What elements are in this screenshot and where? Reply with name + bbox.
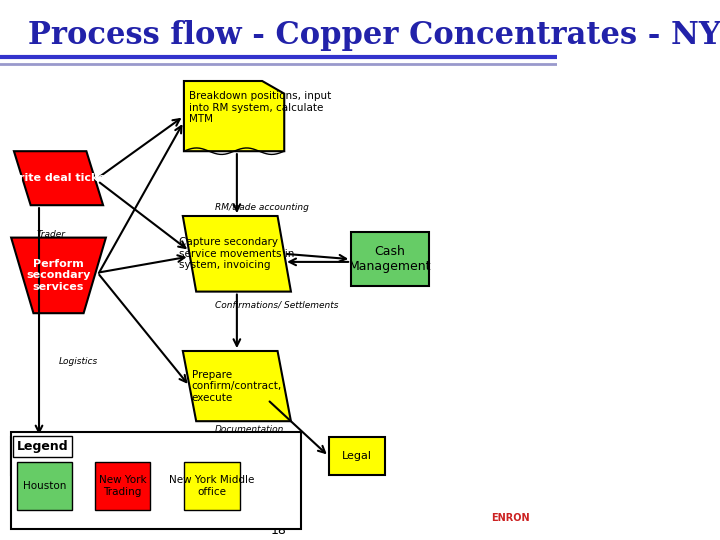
FancyBboxPatch shape: [95, 462, 150, 510]
Text: Trader: Trader: [36, 231, 66, 239]
Text: Logistics: Logistics: [58, 357, 98, 366]
FancyBboxPatch shape: [17, 462, 73, 510]
Text: New York
Trading: New York Trading: [99, 475, 146, 497]
Text: RM/trade accounting: RM/trade accounting: [215, 204, 308, 212]
FancyBboxPatch shape: [329, 437, 384, 475]
Text: ENRON: ENRON: [490, 514, 529, 523]
Text: Cash
Management: Cash Management: [349, 245, 431, 273]
Text: Legend: Legend: [17, 440, 68, 453]
Text: Capture secondary
service movements in
system, invoicing: Capture secondary service movements in s…: [179, 237, 294, 271]
Text: Confirmations/ Settlements: Confirmations/ Settlements: [215, 301, 338, 309]
Text: Breakdown positions, input
into RM system, calculate
MTM: Breakdown positions, input into RM syste…: [189, 91, 332, 124]
Text: Legal: Legal: [342, 451, 372, 461]
Text: Write deal ticket: Write deal ticket: [6, 173, 110, 183]
Text: Credit: Credit: [22, 451, 56, 461]
Text: Houston: Houston: [23, 481, 66, 491]
FancyBboxPatch shape: [184, 462, 240, 510]
Text: Process flow - Copper Concentrates - NY: Process flow - Copper Concentrates - NY: [28, 19, 720, 51]
Polygon shape: [11, 238, 106, 313]
Text: Perform
secondary
services: Perform secondary services: [27, 259, 91, 292]
Text: New York Middle
office: New York Middle office: [169, 475, 254, 497]
Text: 18: 18: [271, 524, 287, 537]
FancyBboxPatch shape: [11, 437, 67, 475]
Polygon shape: [183, 216, 291, 292]
Polygon shape: [14, 151, 103, 205]
Text: Prepare
confirm/contract,
execute: Prepare confirm/contract, execute: [192, 369, 282, 403]
FancyBboxPatch shape: [11, 432, 301, 529]
Polygon shape: [183, 351, 291, 421]
Polygon shape: [184, 81, 284, 151]
FancyBboxPatch shape: [351, 232, 429, 286]
Text: Documentation: Documentation: [215, 425, 284, 434]
